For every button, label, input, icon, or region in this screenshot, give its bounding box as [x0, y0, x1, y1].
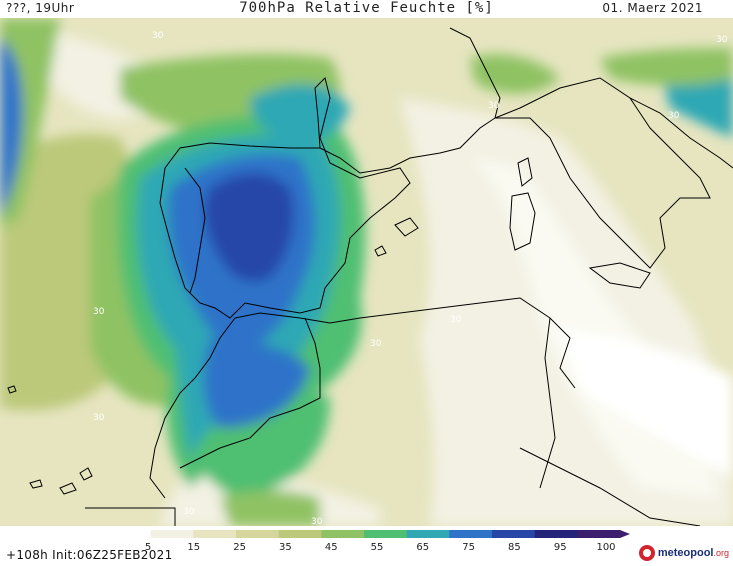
forecast-date-label: 01. Maerz 2021 [602, 1, 703, 15]
coastline-north-africa [234, 297, 576, 389]
legend-swatch [364, 530, 408, 538]
field-blue-south [203, 338, 310, 428]
coastline-canary-2 [59, 482, 77, 495]
legend-swatch [449, 530, 493, 538]
contour-label-9: 30 [183, 507, 195, 517]
contour-label-6: 30 [370, 339, 382, 349]
legend-tick-label: 35 [279, 542, 292, 553]
map-title: 700hPa Relative Feuchte [%] [239, 0, 494, 16]
legend-tick-label: 85 [508, 542, 521, 553]
logo-suffix: .org [713, 548, 729, 558]
coastline-iberia [159, 77, 411, 319]
contour-label-7: 30 [93, 307, 105, 317]
logo-mark-icon [638, 545, 655, 561]
legend-swatch [321, 530, 365, 538]
contour-label-4: 30 [716, 35, 728, 45]
field-blue-north [250, 84, 350, 142]
coastline-italy [494, 77, 711, 269]
humidity-map: 30 30 30 30 30 30 30 30 30 30 [0, 18, 733, 526]
contour-label-2: 30 [488, 101, 500, 111]
forecast-time-label: ???, 19Uhr [6, 1, 75, 15]
legend-tick-label: 65 [416, 542, 429, 553]
legend-swatch [108, 530, 152, 538]
legend-color-bar [108, 530, 630, 538]
border-morocco-algeria [179, 317, 321, 469]
field-dry-southeast [560, 328, 733, 478]
border-algeria-libya [519, 447, 701, 526]
color-legend: 5 15 25 35 45 55 65 75 85 95 100 [108, 530, 630, 553]
border-western-sahara [85, 507, 176, 526]
coastline-balkans [629, 97, 733, 169]
contour-label-8: 30 [93, 413, 105, 423]
legend-tick-label: 5 [145, 542, 151, 553]
legend-tick-label: 55 [371, 542, 384, 553]
legend-end-arrow [620, 530, 630, 538]
legend-tick-label: 95 [554, 542, 567, 553]
field-blue-leftstrip [0, 38, 23, 218]
logo-text: meteopool [657, 547, 714, 559]
coastline-canary-3 [79, 467, 93, 481]
legend-swatch [406, 530, 450, 538]
contour-label-3: 30 [668, 111, 680, 121]
legend-tick-label: 25 [233, 542, 246, 553]
legend-swatch [534, 530, 578, 538]
contour-labels: 30 30 30 30 30 30 30 30 30 30 [93, 31, 728, 526]
legend-tick-label: 100 [596, 542, 615, 553]
field-green-topright [600, 48, 733, 86]
meteopool-logo: meteopool.org [638, 544, 729, 562]
init-time-label: +108h Init:06Z25FEB2021 [6, 548, 173, 562]
legend-swatch [150, 530, 194, 538]
field-blue-core [204, 173, 294, 282]
coastline-ibiza [374, 245, 387, 257]
coastline-sicily [588, 262, 651, 289]
legend-swatch [193, 530, 237, 538]
legend-swatch [236, 530, 280, 538]
border-portugal [184, 167, 206, 294]
coastline-corsica [517, 157, 533, 187]
contour-label-5: 30 [450, 315, 462, 325]
coastline-france [319, 27, 501, 174]
coastline-layer [7, 27, 733, 526]
coastline-morocco [149, 317, 236, 499]
coastline-sardinia [509, 192, 536, 251]
coastline-madeira [7, 385, 17, 394]
contour-label-10: 30 [311, 517, 323, 526]
legend-swatch [278, 530, 322, 538]
legend-swatch [577, 530, 621, 538]
legend-tick-labels: 5 15 25 35 45 55 65 75 85 95 100 [145, 542, 616, 553]
legend-tick-label: 75 [462, 542, 475, 553]
legend-swatch [492, 530, 536, 538]
legend-tick-label: 15 [187, 542, 200, 553]
coastline-mallorca [394, 217, 419, 237]
contour-label-1: 30 [152, 31, 164, 41]
coastline-canary-1 [29, 479, 43, 489]
field-green-bottom [220, 490, 320, 526]
border-algeria-tunisia [539, 317, 556, 489]
legend-tick-label: 45 [325, 542, 338, 553]
